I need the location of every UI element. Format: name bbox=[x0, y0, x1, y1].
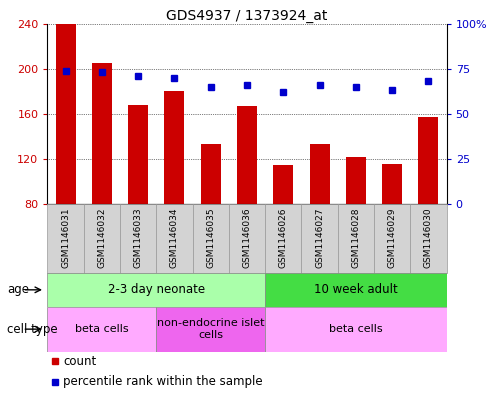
Bar bbox=[201, 145, 221, 204]
Bar bbox=[92, 63, 112, 204]
Bar bbox=[265, 204, 301, 273]
Bar bbox=[301, 204, 338, 273]
Text: GSM1146027: GSM1146027 bbox=[315, 207, 324, 268]
Text: age: age bbox=[7, 283, 29, 296]
Text: non-endocrine islet
cells: non-endocrine islet cells bbox=[157, 318, 264, 340]
Text: GSM1146035: GSM1146035 bbox=[206, 207, 215, 268]
Bar bbox=[47, 204, 84, 273]
Bar bbox=[128, 105, 148, 204]
Bar bbox=[47, 273, 265, 307]
Bar bbox=[84, 204, 120, 273]
Bar bbox=[309, 145, 329, 204]
Bar bbox=[156, 204, 193, 273]
Bar bbox=[229, 204, 265, 273]
Bar bbox=[120, 204, 156, 273]
Text: percentile rank within the sample: percentile rank within the sample bbox=[63, 375, 263, 388]
Text: 2-3 day neonate: 2-3 day neonate bbox=[108, 283, 205, 296]
Bar bbox=[265, 307, 447, 352]
Bar bbox=[265, 273, 447, 307]
Bar bbox=[47, 307, 156, 352]
Text: 10 week adult: 10 week adult bbox=[314, 283, 398, 296]
Text: GSM1146036: GSM1146036 bbox=[243, 207, 251, 268]
Bar bbox=[419, 118, 439, 204]
Bar bbox=[410, 204, 447, 273]
Bar bbox=[156, 307, 265, 352]
Text: count: count bbox=[63, 354, 97, 367]
Text: GSM1146029: GSM1146029 bbox=[388, 207, 397, 268]
Bar bbox=[165, 91, 185, 204]
Bar bbox=[193, 204, 229, 273]
Text: GSM1146030: GSM1146030 bbox=[424, 207, 433, 268]
Text: GSM1146034: GSM1146034 bbox=[170, 207, 179, 268]
Bar bbox=[374, 204, 410, 273]
Text: GSM1146033: GSM1146033 bbox=[134, 207, 143, 268]
Text: GSM1146026: GSM1146026 bbox=[279, 207, 288, 268]
Text: beta cells: beta cells bbox=[329, 324, 383, 334]
Text: GSM1146028: GSM1146028 bbox=[351, 207, 360, 268]
Bar bbox=[382, 163, 402, 204]
Text: GSM1146031: GSM1146031 bbox=[61, 207, 70, 268]
Text: cell type: cell type bbox=[7, 323, 58, 336]
Text: beta cells: beta cells bbox=[75, 324, 129, 334]
Bar bbox=[273, 165, 293, 204]
Title: GDS4937 / 1373924_at: GDS4937 / 1373924_at bbox=[166, 9, 328, 22]
Bar bbox=[55, 24, 75, 204]
Bar bbox=[338, 204, 374, 273]
Bar bbox=[346, 157, 366, 204]
Text: GSM1146032: GSM1146032 bbox=[97, 207, 106, 268]
Bar bbox=[237, 106, 257, 204]
